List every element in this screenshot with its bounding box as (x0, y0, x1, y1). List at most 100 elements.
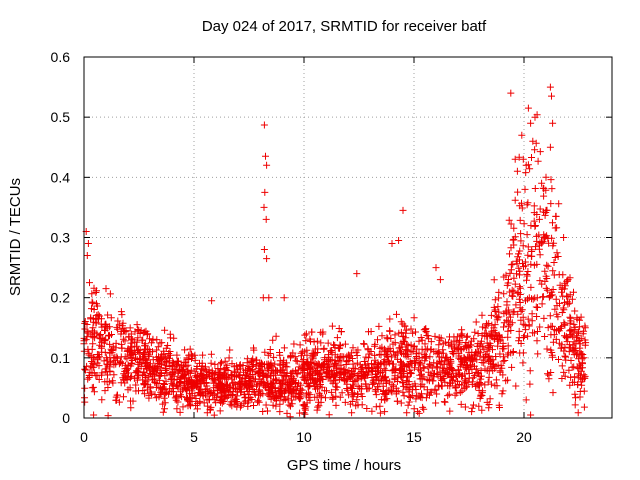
data-point (431, 385, 439, 393)
data-point (531, 222, 539, 230)
data-point (268, 380, 276, 388)
data-point (189, 379, 197, 387)
data-point (572, 394, 579, 402)
data-point (97, 320, 105, 328)
data-point (94, 354, 102, 362)
data-point (159, 400, 167, 408)
data-point (453, 333, 461, 341)
data-point (372, 403, 380, 411)
data-point (95, 376, 103, 383)
data-point (384, 352, 392, 360)
data-point (121, 337, 129, 345)
data-point (246, 366, 254, 374)
data-point (301, 372, 309, 380)
data-point (120, 370, 128, 378)
data-point (292, 367, 299, 375)
data-point (406, 366, 414, 374)
data-point (265, 363, 273, 371)
data-point (226, 346, 234, 354)
data-point (270, 353, 278, 361)
data-point (458, 346, 466, 354)
data-point (494, 314, 502, 322)
data-point (480, 354, 487, 362)
data-point (264, 372, 272, 380)
data-point (560, 368, 568, 376)
data-point (439, 346, 447, 354)
data-point (533, 337, 541, 345)
data-point (549, 242, 557, 250)
data-point (92, 289, 100, 296)
data-point (97, 344, 105, 352)
data-point (161, 405, 168, 413)
data-point (83, 252, 91, 259)
data-point (456, 389, 464, 396)
data-point (561, 332, 568, 340)
data-point (405, 361, 413, 369)
data-point (107, 345, 115, 353)
data-point (500, 290, 508, 298)
data-point (253, 380, 261, 388)
data-point (483, 332, 491, 340)
data-point (319, 376, 327, 383)
data-point (110, 371, 118, 379)
data-point (488, 330, 496, 338)
data-point (512, 382, 520, 390)
data-point (395, 329, 403, 337)
data-point (521, 321, 529, 329)
data-point (114, 317, 122, 325)
data-point (234, 388, 242, 396)
data-point (105, 378, 113, 386)
data-point (133, 367, 141, 375)
data-point (546, 83, 554, 91)
data-point (507, 313, 514, 321)
data-point (328, 356, 336, 364)
data-point (524, 332, 532, 340)
data-point (103, 324, 111, 332)
data-point (476, 352, 484, 360)
data-point (104, 384, 112, 391)
data-point (400, 392, 408, 400)
data-point (452, 371, 460, 379)
data-point (498, 334, 506, 342)
data-point (438, 377, 446, 384)
data-point (153, 346, 161, 354)
data-point (423, 386, 431, 394)
data-point (515, 334, 523, 342)
data-point (551, 224, 559, 232)
data-point (219, 371, 227, 379)
data-point (533, 313, 541, 320)
data-point (541, 267, 549, 275)
data-point (349, 344, 357, 352)
data-point (325, 351, 332, 359)
data-point (172, 360, 180, 368)
data-point (536, 323, 544, 331)
data-point (276, 408, 284, 416)
data-point (118, 311, 126, 319)
data-point (471, 328, 479, 336)
data-point (527, 411, 535, 419)
data-point (402, 377, 410, 385)
data-point (377, 360, 385, 367)
data-point (330, 341, 337, 349)
data-point (545, 293, 553, 301)
data-point (382, 377, 390, 385)
data-point (400, 382, 408, 390)
data-point (420, 326, 428, 334)
data-point (200, 365, 208, 373)
data-point (209, 374, 216, 382)
data-point (461, 379, 468, 387)
data-point (167, 376, 175, 383)
data-point (528, 252, 536, 260)
data-point (534, 304, 541, 311)
data-point (507, 244, 515, 252)
data-point (519, 155, 527, 163)
data-point (399, 206, 407, 214)
data-point (230, 363, 238, 371)
data-point (154, 366, 162, 374)
data-point (350, 389, 358, 397)
y-tick-labels: 0 0.1 0.2 0.3 0.4 0.5 0.6 (51, 49, 71, 426)
data-point (370, 379, 378, 387)
data-point (332, 392, 340, 400)
data-point (260, 246, 268, 253)
data-point (498, 364, 506, 372)
